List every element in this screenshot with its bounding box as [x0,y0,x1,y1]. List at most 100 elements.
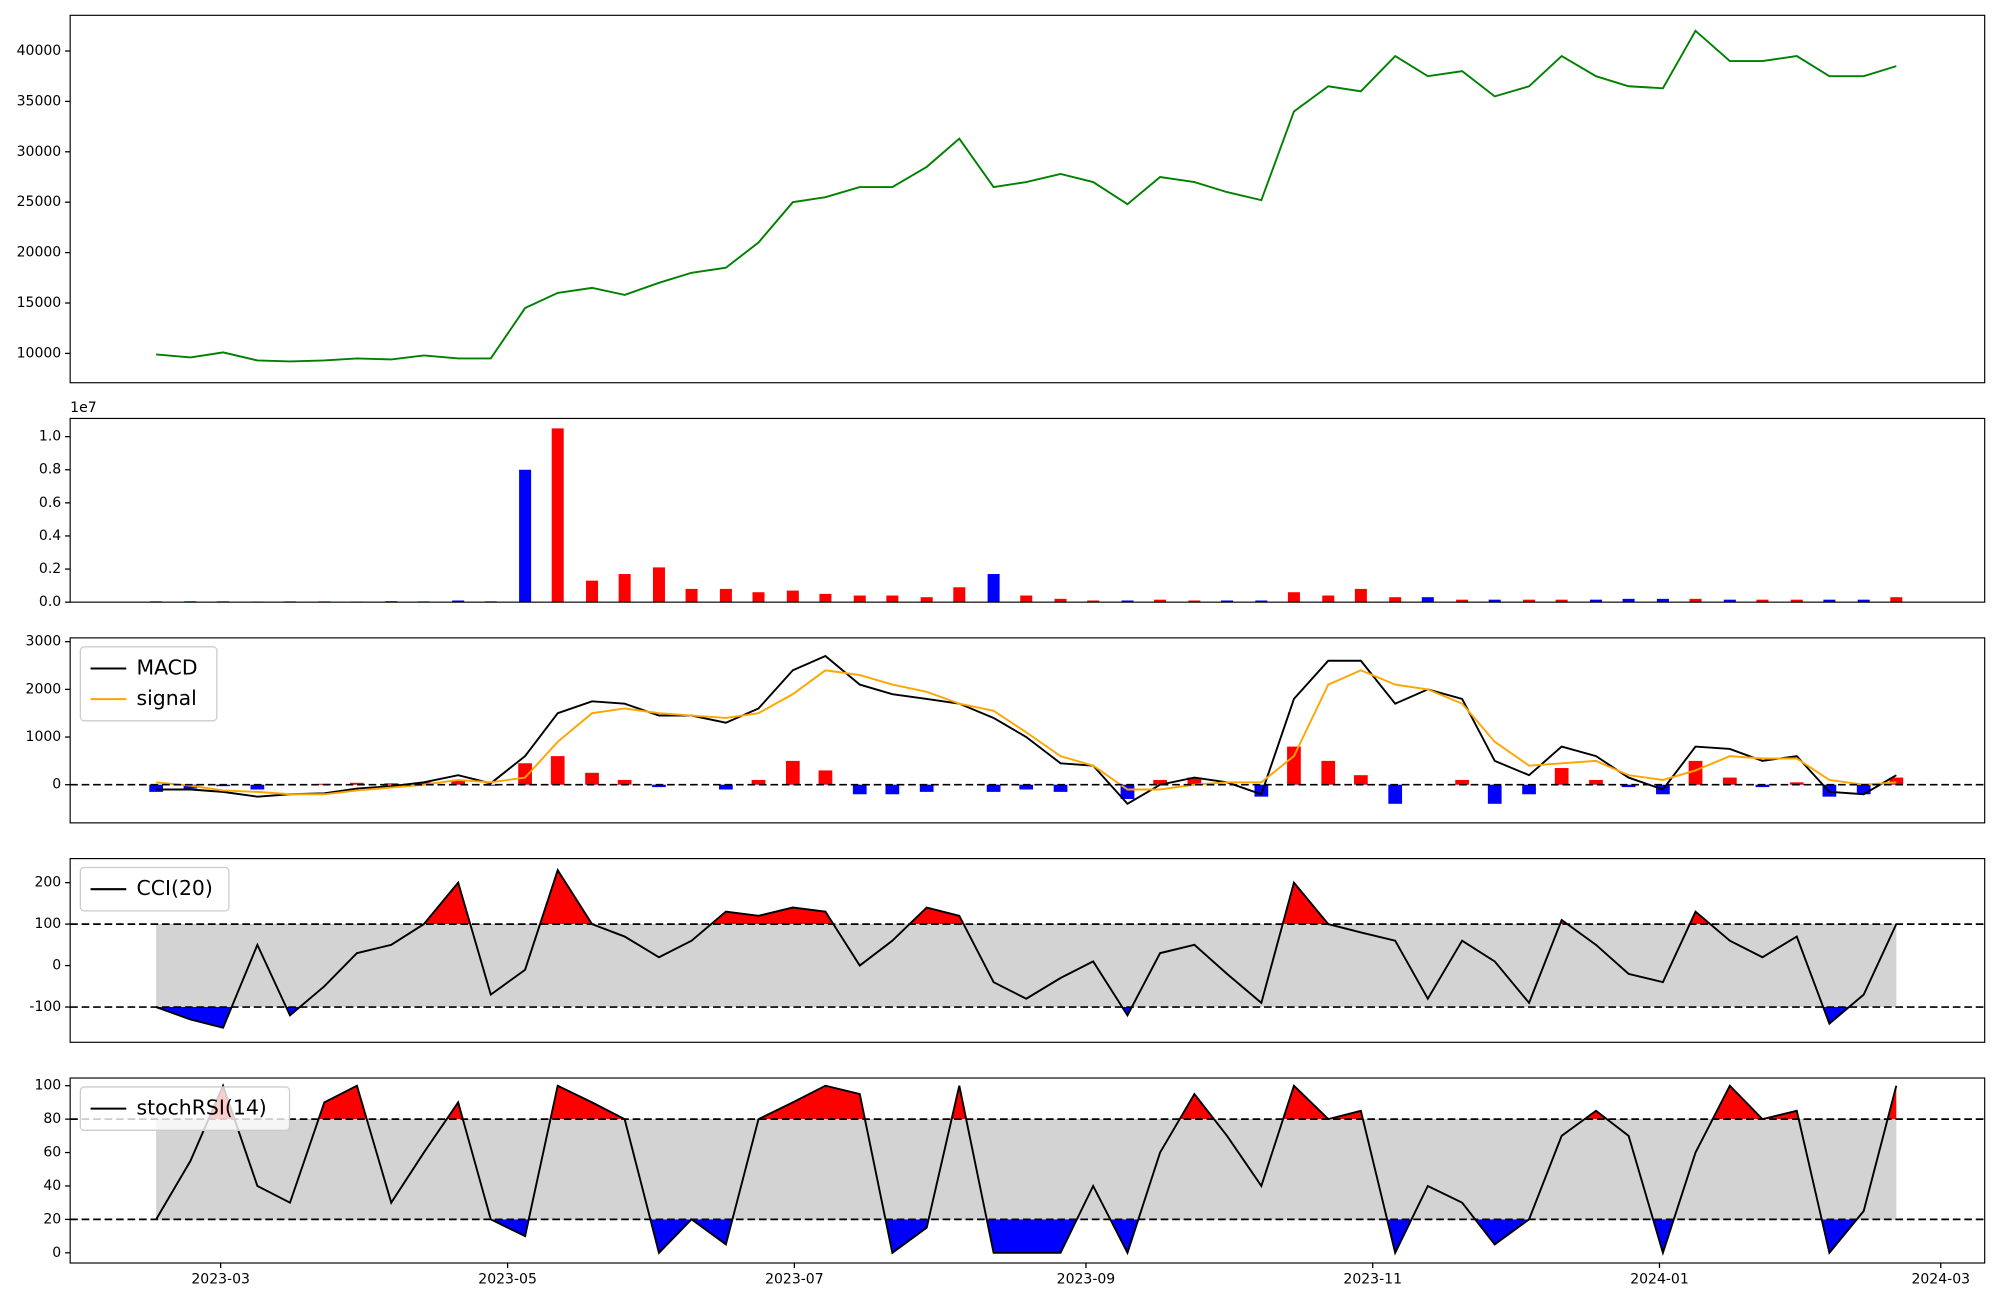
volume-bar [987,574,1000,603]
volume-bar [1555,599,1568,603]
y-tick-label: -100 [29,999,61,1015]
volume-bar [618,574,631,603]
panel [156,29,1897,363]
histogram-bar [986,784,1001,792]
panel [70,867,1985,1029]
y-tick-label: 0.0 [39,594,61,610]
y-tick-label: 60 [43,1145,61,1161]
histogram-bar [384,783,399,785]
y-tick-label: 20 [43,1211,61,1227]
histogram-bar [585,772,599,785]
histogram-bar [1153,779,1167,785]
volume-bar [819,593,832,603]
x-tick-label: 2023-11 [1343,1272,1402,1288]
y-tick-label: 40000 [17,43,62,59]
histogram-bar [1287,746,1301,785]
histogram-bar [1187,777,1202,785]
volume-bar [519,469,532,603]
histogram-bar [1856,784,1871,795]
volume-bar [1087,600,1100,603]
panel-frame [69,637,1986,824]
x-tick-label: 2023-03 [191,1272,250,1288]
panel-frame [69,417,1986,603]
volume-bar [1287,592,1300,603]
y-tick-label: 0 [52,1245,61,1261]
y-tick-label: 40 [43,1178,61,1194]
volume-bar [452,600,465,603]
y-tick-label: 1.0 [39,429,61,445]
y-tick-label: 100 [34,1078,61,1094]
neutral-band [156,924,1897,1008]
y-tick-label: 25000 [17,194,62,210]
histogram-bar [518,763,532,785]
histogram-bar [350,782,364,785]
histogram-bar [1388,784,1403,804]
x-tick-label: 2024-01 [1630,1272,1689,1288]
histogram-bar [885,784,900,795]
histogram-bar [1455,779,1469,785]
histogram-bar [1789,782,1804,785]
volume-bar [1354,588,1367,603]
oversold-fill [490,1219,1857,1253]
y-tick-label: 1000 [26,729,62,745]
volume-bar [1622,598,1635,603]
volume-bar [920,597,933,603]
volume-bar [1589,599,1602,603]
histogram-bar [149,784,163,792]
volume-bar [1456,599,1469,603]
volume-bar [1689,598,1702,603]
y-tick-label: 10000 [17,345,62,361]
legend-label: CCI(20) [136,876,212,900]
histogram-bar [416,782,431,785]
volume-bar [1656,598,1669,603]
y-tick-label: 100 [34,916,61,932]
volume-bar [1890,597,1903,603]
volume-bar [652,567,665,603]
y-tick-label: 0 [52,777,61,793]
legend-label: signal [136,686,196,710]
histogram-bar [1688,760,1703,785]
histogram-bar [1621,784,1636,788]
y-tick-label: 30000 [17,144,62,160]
y-tick-label: 0.8 [39,462,61,478]
x-tick-label: 2023-07 [765,1272,824,1288]
volume-bar [1322,595,1335,603]
indicator-line [155,1083,1898,1257]
histogram-bar [719,784,733,790]
legend-box [79,1086,291,1131]
histogram-bar [1019,784,1034,790]
histogram-bar [1487,784,1502,804]
x-tick-label: 2023-05 [478,1272,537,1288]
panel-frame [69,14,1986,384]
overbought-fill [423,870,1711,925]
histogram-bar [1554,768,1569,785]
x-tick-label: 2023-09 [1057,1272,1116,1288]
histogram-bar [919,784,934,792]
histogram-bar [1354,775,1368,785]
histogram-bar [1522,784,1536,795]
histogram-bar [1053,784,1068,792]
histogram-bar [852,784,867,795]
histogram-bar [250,784,265,790]
panel-frame [69,1077,1986,1264]
volume-bar [853,595,866,603]
legend-label: MACD [136,655,197,679]
panel [70,654,1985,806]
volume-bar [786,590,799,603]
legend: stochRSI(14) [79,1086,291,1131]
y-tick-label: 0.4 [39,528,61,544]
volume-bar [1421,597,1434,603]
indicator-line [155,867,1898,1029]
legend: CCI(20) [79,866,230,912]
histogram-bar [617,779,632,785]
indicator-line [156,654,1897,806]
y-tick-label: 0.6 [39,495,61,511]
histogram-bar [652,784,666,788]
volume-bar [1723,599,1736,603]
y-tick-label: 15000 [17,295,62,311]
histogram-bar [818,770,833,785]
y-tick-label: 2000 [26,681,62,697]
volume-bar [1389,597,1402,603]
